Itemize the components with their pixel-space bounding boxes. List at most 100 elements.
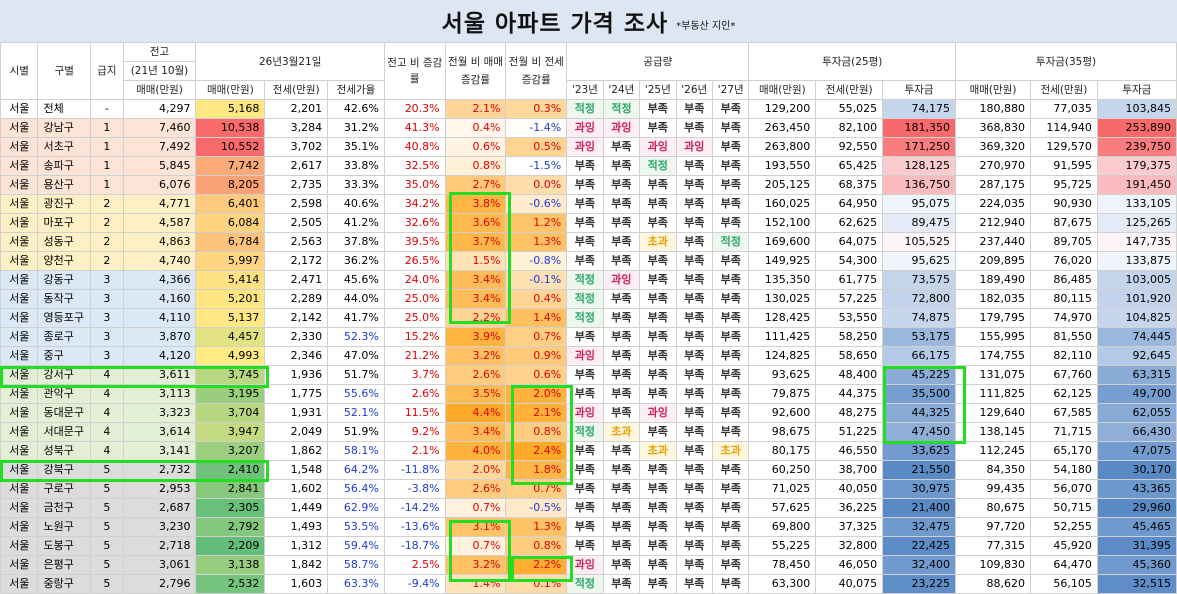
- cell-mom-sale: 1.5%: [444, 251, 507, 271]
- cell-jeonse-25: 82,100: [815, 118, 884, 138]
- cell-prev: 4,297: [122, 99, 197, 119]
- cell-prev: 2,732: [122, 460, 197, 480]
- header-mom-sale: 전월 비 매매 증감률: [444, 42, 507, 100]
- cell-invest-35: 29,960: [1096, 498, 1177, 518]
- cell-jeonse-ratio: 45.6%: [327, 270, 385, 290]
- cell-prev: 5,845: [122, 156, 197, 176]
- table-row: 서울 동대문구 4 3,323 3,704 1,931 52.1% 11.5% 4.4% 2.1%…: [0, 403, 1177, 423]
- cell-supply: 적정: [566, 574, 604, 594]
- cell-supply: 부족: [566, 498, 604, 518]
- cell-jeonse-35: 86,485: [1030, 270, 1098, 290]
- cell-supply: 과잉: [675, 137, 713, 157]
- cell-si: 서울: [0, 175, 39, 195]
- cell-sale-25: 129,200: [748, 99, 817, 119]
- cell-change: 34.2%: [383, 194, 446, 214]
- cell-jeonse-ratio: 52.3%: [327, 327, 385, 347]
- cell-jeonse-ratio: 36.2%: [327, 251, 385, 271]
- table-header: 시별 구별 급지 전고 26년3월21일 전고 비 증감률 전월 비 매매 증감…: [0, 42, 1177, 100]
- cell-sale-25: 169,600: [748, 232, 817, 252]
- cell-invest-25: 30,975: [882, 479, 957, 499]
- cell-supply: 적정: [711, 232, 750, 252]
- cell-jeonse: 2,617: [264, 156, 329, 176]
- cell-supply: 적정: [639, 156, 677, 176]
- cell-sale: 10,538: [195, 118, 266, 138]
- cell-prev: 4,863: [122, 232, 197, 252]
- cell-prev: 4,160: [122, 289, 197, 309]
- cell-change: 26.5%: [383, 251, 446, 271]
- cell-jeonse-ratio: 55.6%: [327, 384, 385, 404]
- cell-invest-25: 35,500: [882, 384, 957, 404]
- cell-jeonse-ratio: 33.3%: [327, 175, 385, 195]
- cell-change: 15.2%: [383, 327, 446, 347]
- cell-gu: 전체: [37, 99, 92, 119]
- cell-prev: 3,870: [122, 327, 197, 347]
- header-mom-jeonse: 전월 비 전세 증감률: [505, 42, 568, 100]
- table-row: 서울 전체 -4,297 5,168 2,201 42.6% 20.3% 2.1% 0.3% 적정…: [0, 99, 1177, 119]
- cell-invest-25: 53,175: [882, 327, 957, 347]
- cell-invest-25: 95,625: [882, 251, 957, 271]
- cell-sale-25: 92,600: [748, 403, 817, 423]
- cell-invest-35: 43,365: [1096, 479, 1177, 499]
- cell-supply: 부족: [711, 536, 750, 556]
- cell-supply: 적정: [602, 99, 641, 119]
- cell-grade: 4: [90, 441, 124, 461]
- cell-supply: 부족: [711, 270, 750, 290]
- cell-supply: 부족: [602, 251, 641, 271]
- cell-prev: 7,492: [122, 137, 197, 157]
- cell-gu: 강서구: [37, 365, 92, 385]
- cell-grade: 1: [90, 118, 124, 138]
- cell-supply: 부족: [711, 156, 750, 176]
- header-jeonse-ratio: 전세가율: [327, 80, 385, 100]
- cell-mom-jeonse: -0.1%: [505, 270, 568, 290]
- cell-supply: 부족: [639, 175, 677, 195]
- cell-gu: 금천구: [37, 498, 92, 518]
- cell-grade: 1: [90, 156, 124, 176]
- cell-invest-35: 239,750: [1096, 137, 1177, 157]
- cell-sale-35: 80,675: [955, 498, 1031, 518]
- cell-supply: 부족: [675, 175, 713, 195]
- cell-sale-25: 128,425: [748, 308, 817, 328]
- cell-change: 11.5%: [383, 403, 446, 423]
- cell-jeonse: 1,312: [264, 536, 329, 556]
- cell-sale: 6,784: [195, 232, 266, 252]
- cell-si: 서울: [0, 194, 39, 214]
- cell-jeonse-25: 48,275: [815, 403, 884, 423]
- cell-supply: 부족: [639, 194, 677, 214]
- cell-mom-sale: 4.0%: [444, 441, 507, 461]
- cell-sale: 6,401: [195, 194, 266, 214]
- cell-supply: 부족: [675, 251, 713, 271]
- cell-supply: 적정: [566, 308, 604, 328]
- cell-prev: 3,061: [122, 555, 197, 575]
- cell-invest-25: 73,575: [882, 270, 957, 290]
- cell-sale: 10,552: [195, 137, 266, 157]
- cell-si: 서울: [0, 327, 39, 347]
- cell-jeonse-35: 114,940: [1030, 118, 1098, 138]
- cell-jeonse-25: 46,050: [815, 555, 884, 575]
- cell-sale-25: 69,800: [748, 517, 817, 537]
- cell-sale-25: 263,450: [748, 118, 817, 138]
- cell-supply: 부족: [639, 213, 677, 233]
- cell-sale-35: 189,490: [955, 270, 1031, 290]
- cell-supply: 부족: [711, 479, 750, 499]
- cell-si: 서울: [0, 346, 39, 366]
- cell-sale-35: 129,640: [955, 403, 1031, 423]
- cell-supply: 부족: [711, 213, 750, 233]
- cell-si: 서울: [0, 517, 39, 537]
- cell-change: 3.7%: [383, 365, 446, 385]
- cell-grade: 5: [90, 460, 124, 480]
- cell-sale-25: 71,025: [748, 479, 817, 499]
- cell-gu: 용산구: [37, 175, 92, 195]
- cell-change: 32.6%: [383, 213, 446, 233]
- cell-jeonse-25: 54,300: [815, 251, 884, 271]
- page-subtitle: *부동산 지인*: [676, 20, 736, 32]
- cell-jeonse: 1,936: [264, 365, 329, 385]
- header-ratio-change: 전고 비 증감률: [383, 42, 446, 100]
- cell-sale-25: 55,225: [748, 536, 817, 556]
- cell-gu: 중랑구: [37, 574, 92, 594]
- cell-invest-25: 23,225: [882, 574, 957, 594]
- cell-si: 서울: [0, 555, 39, 575]
- cell-invest-35: 191,450: [1096, 175, 1177, 195]
- cell-gu: 강북구: [37, 460, 92, 480]
- cell-supply: 부족: [711, 251, 750, 271]
- cell-grade: -: [90, 99, 124, 119]
